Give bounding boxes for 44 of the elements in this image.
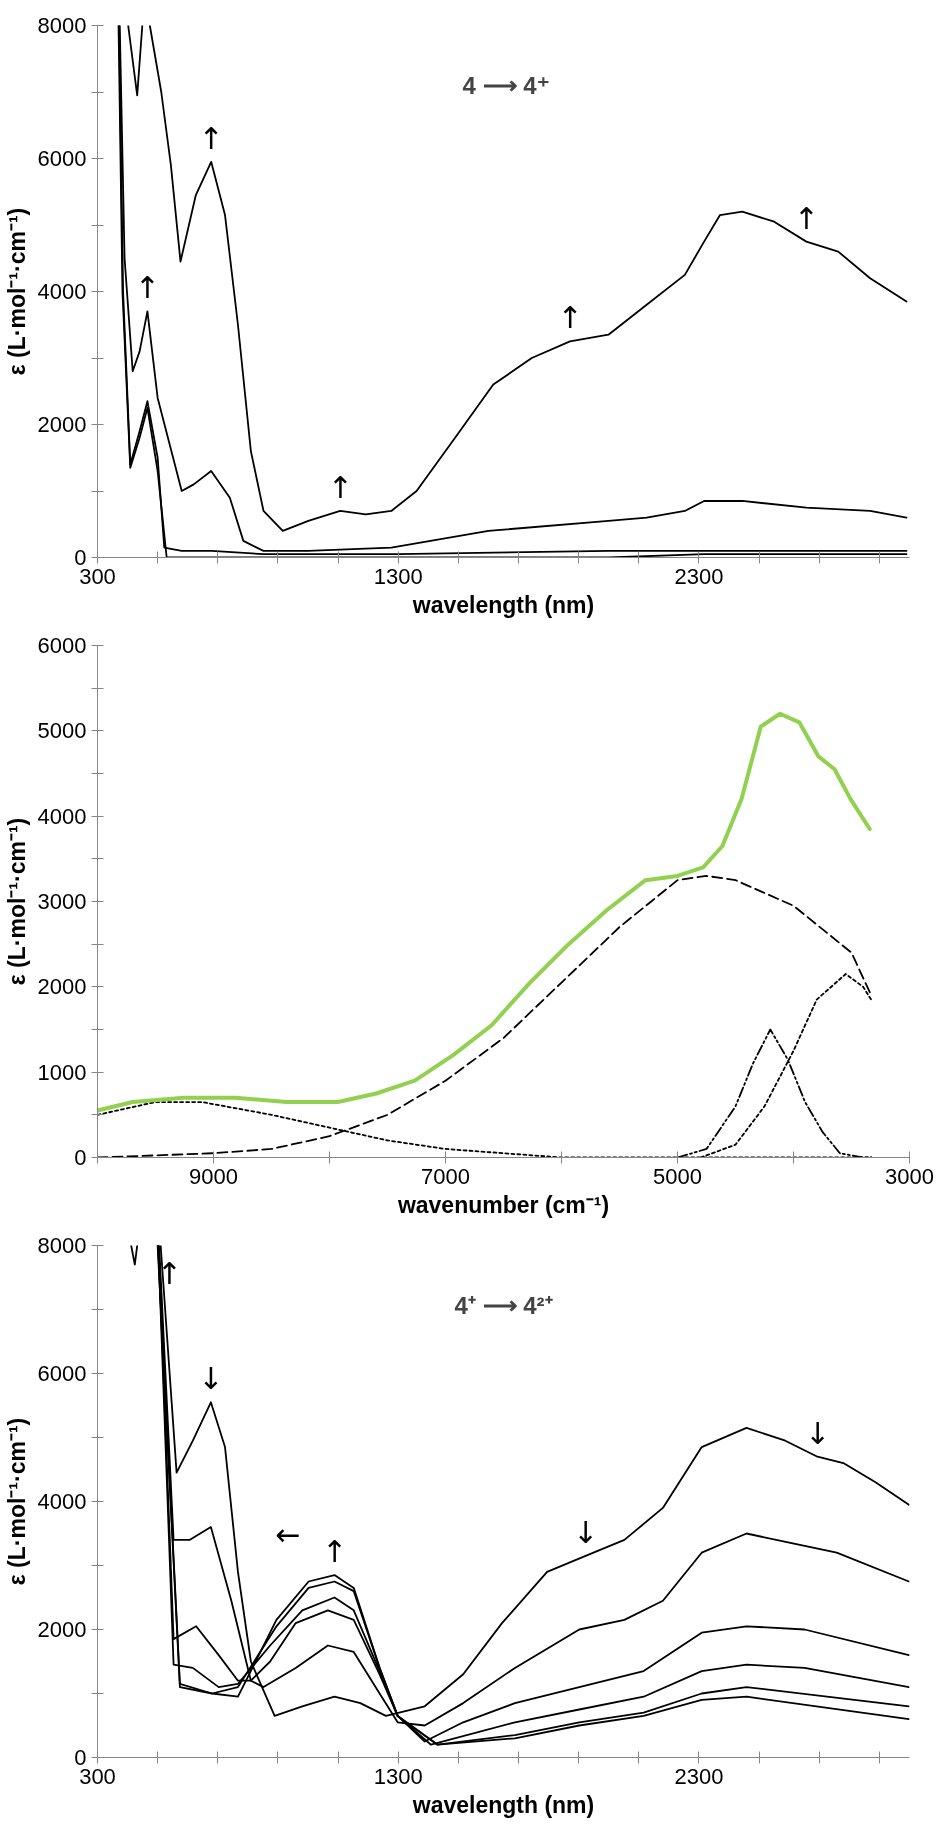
- annotation: ↑: [198, 120, 224, 156]
- y-tick-label: 2000: [37, 412, 87, 437]
- x-tick-label: 5000: [653, 1163, 702, 1189]
- y-tick-label: 0: [74, 545, 87, 570]
- annotation: 4 ⟶ 4⁺: [462, 72, 550, 99]
- x-tick-label: 2300: [674, 563, 724, 589]
- y-tick-label: 1000: [37, 1059, 87, 1085]
- y-tick-label: 6000: [37, 146, 87, 171]
- y-tick-label: 3000: [37, 889, 87, 914]
- x-tick-label: 9000: [189, 1163, 238, 1189]
- y-tick-label: 5000: [37, 718, 87, 744]
- y-tick-label: 0: [74, 1745, 87, 1770]
- y-tick-label: 6000: [37, 633, 87, 658]
- y-tick-label: 4000: [37, 1489, 87, 1514]
- y-tick-label: 4000: [37, 279, 87, 304]
- annotation: ↓: [573, 1514, 599, 1550]
- x-axis-title: wavelength (nm): [411, 591, 595, 618]
- annotation: ←: [275, 1516, 301, 1552]
- annotation: ↑: [134, 270, 160, 306]
- x-axis-title: wavenumber (cm⁻¹): [396, 1191, 610, 1218]
- x-tick-label: 2300: [674, 1763, 724, 1789]
- x-tick-label: 7000: [421, 1163, 470, 1189]
- annotation: ↓: [198, 1361, 224, 1397]
- x-axis-title: wavelength (nm): [411, 1791, 595, 1818]
- annotation: ↑: [793, 200, 819, 236]
- x-tick-label: 1300: [373, 563, 423, 589]
- annotation: ↑: [321, 1534, 348, 1570]
- annotation: ↑: [156, 1255, 182, 1291]
- y-tick-label: 2000: [37, 1617, 87, 1642]
- y-tick-label: 0: [74, 1145, 87, 1170]
- annotation: ↑: [327, 469, 353, 505]
- y-tick-label: 4000: [37, 803, 87, 829]
- y-tick-label: 8000: [37, 1233, 87, 1258]
- y-tick-label: 8000: [37, 13, 87, 38]
- y-axis-title: ε (L·mol⁻¹·cm⁻¹): [3, 207, 30, 376]
- annotation: ↓: [804, 1415, 831, 1451]
- annotation: 4⁺ ⟶ 4²⁺: [454, 1292, 553, 1319]
- y-tick-label: 2000: [37, 974, 87, 1000]
- y-axis-title: ε (L·mol⁻¹·cm⁻¹): [3, 817, 30, 986]
- x-tick-label: 3000: [885, 1163, 934, 1189]
- y-tick-label: 6000: [37, 1361, 87, 1386]
- y-axis-title: ε (L·mol⁻¹·cm⁻¹): [3, 1417, 30, 1586]
- annotation: ↑: [557, 300, 583, 336]
- x-tick-label: 1300: [373, 1763, 423, 1789]
